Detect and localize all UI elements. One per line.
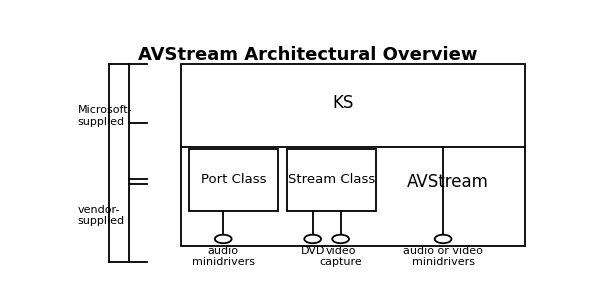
Text: vendor-
supplied: vendor- supplied: [78, 204, 124, 226]
Bar: [189, 149, 278, 211]
Text: video
capture: video capture: [319, 246, 362, 267]
Bar: [182, 64, 525, 246]
Text: DVD: DVD: [300, 246, 325, 255]
Text: Microsoft-
supplied: Microsoft- supplied: [78, 105, 132, 127]
Circle shape: [304, 235, 321, 243]
Text: KS: KS: [332, 94, 353, 112]
Text: Port Class: Port Class: [201, 173, 266, 186]
Bar: [287, 149, 376, 211]
Circle shape: [215, 235, 231, 243]
Text: audio
minidrivers: audio minidrivers: [192, 246, 255, 267]
Text: audio or video
minidrivers: audio or video minidrivers: [403, 246, 483, 267]
Text: AVStream: AVStream: [407, 173, 489, 191]
Text: Stream Class: Stream Class: [288, 173, 375, 186]
Circle shape: [435, 235, 451, 243]
Circle shape: [332, 235, 349, 243]
Text: AVStream Architectural Overview: AVStream Architectural Overview: [138, 46, 478, 64]
